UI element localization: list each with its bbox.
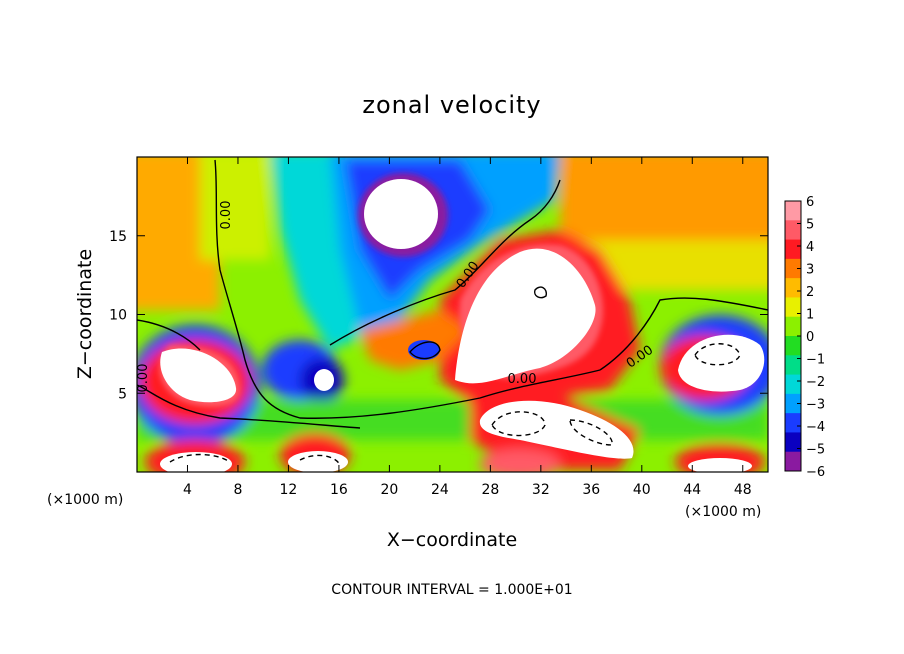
x-tick-label: 36	[582, 482, 600, 498]
z-unit-label: (×1000 m)	[47, 492, 123, 508]
colorbar-label: 2	[806, 285, 814, 300]
colorbar-swatch	[785, 432, 801, 453]
x-axis-label: X−coordinate	[387, 529, 517, 551]
x-tick-label: 28	[481, 482, 499, 498]
x-tick-label: 48	[734, 482, 752, 498]
colorbar-swatch	[785, 393, 801, 414]
colorbar-swatch	[785, 239, 801, 260]
colorbar-swatch	[785, 201, 801, 221]
x-tick-label: 4	[183, 482, 192, 498]
colorbar-swatch	[785, 258, 801, 279]
chart-title: zonal velocity	[362, 91, 541, 119]
contour-interval-note: CONTOUR INTERVAL = 1.000E+01	[331, 582, 572, 598]
y-axis-label: Z−coordinate	[74, 249, 96, 379]
x-tick-label: 40	[633, 482, 651, 498]
heatmap-field	[137, 157, 768, 472]
colorbar-swatch	[785, 355, 801, 376]
colorbar-swatch	[785, 297, 801, 318]
x-tick-label: 20	[380, 482, 398, 498]
colorbar-label: −6	[806, 465, 825, 480]
colorbar-label: −4	[806, 420, 825, 435]
colorbar-swatch	[785, 220, 801, 241]
colorbar-swatch	[785, 316, 801, 337]
colorbar-label: −5	[806, 443, 825, 458]
colorbar-swatch	[785, 413, 801, 433]
x-tick-label: 44	[683, 482, 701, 498]
x-tick-label: 12	[280, 482, 298, 498]
contour-lines	[137, 159, 768, 466]
x-tick-label: 32	[532, 482, 550, 498]
colorbar-label: 4	[806, 240, 814, 255]
y-tick-label: 15	[109, 229, 127, 245]
y-axis-ticks: 5 10 15	[109, 229, 768, 402]
colorbar-label: 0	[806, 330, 814, 345]
x-unit-label: (×1000 m)	[685, 504, 761, 520]
colorbar-label: 3	[806, 263, 814, 278]
colorbar-label: −2	[806, 375, 825, 390]
colorbar-label: 5	[806, 218, 814, 233]
y-tick-label: 5	[118, 386, 127, 402]
contour-label: 0.00	[136, 364, 151, 393]
x-axis-ticks: 4 8 12 16 20 24 28 32 36 40 44 48	[183, 157, 752, 498]
x-tick-label: 16	[330, 482, 348, 498]
contour-label: 0.00	[508, 372, 537, 387]
colorbar-swatch	[785, 451, 801, 472]
colorbar-label: 1	[806, 308, 814, 323]
colorbar-swatch	[785, 278, 801, 298]
colorbar-swatch	[785, 336, 801, 356]
x-tick-label: 24	[431, 482, 449, 498]
y-tick-label: 10	[109, 308, 127, 324]
contour-label: 0.00	[219, 201, 234, 230]
colorbar: 6 5 4 3 2 1 0 −1 −2 −3 −4 −5 −6	[784, 195, 825, 480]
colorbar-label: −3	[806, 398, 825, 413]
colorbar-label: −1	[806, 353, 825, 368]
colorbar-swatch	[785, 374, 801, 395]
x-tick-label: 8	[233, 482, 242, 498]
colorbar-label: 6	[806, 195, 814, 210]
